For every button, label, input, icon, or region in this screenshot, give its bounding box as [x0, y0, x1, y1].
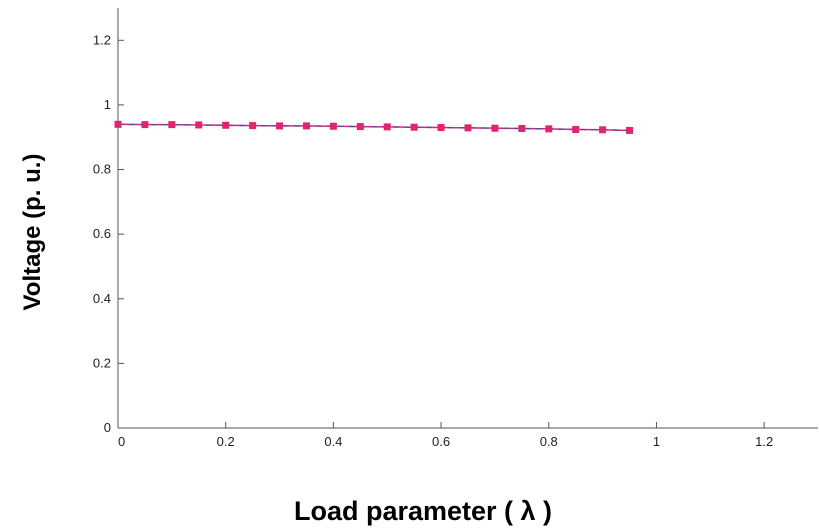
x-tick-label: 1.2: [755, 434, 773, 449]
data-point-marker: [356, 123, 364, 131]
x-tick-label: 0.2: [217, 434, 235, 449]
data-point-marker: [329, 122, 337, 130]
x-tick-label: 1: [653, 434, 660, 449]
data-point-marker: [464, 124, 472, 132]
x-tick-label: 0.8: [540, 434, 558, 449]
data-point-marker: [141, 121, 149, 129]
y-tick-label: 0.4: [93, 291, 111, 306]
data-point-marker: [222, 121, 230, 129]
data-point-marker: [410, 123, 418, 131]
y-tick-label: 0: [104, 420, 111, 435]
y-axis-title: Voltage (p. u.): [19, 154, 46, 311]
data-point-marker: [626, 126, 634, 134]
data-point-marker: [195, 121, 203, 129]
data-point-marker: [545, 125, 553, 133]
y-tick-label: 0.2: [93, 355, 111, 370]
y-tick-label: 0.8: [93, 162, 111, 177]
x-tick-label: 0.6: [432, 434, 450, 449]
x-tick-label: 0.4: [324, 434, 342, 449]
data-point-marker: [249, 122, 257, 130]
series: [114, 120, 634, 134]
data-point-marker: [302, 122, 310, 130]
data-point-marker: [114, 120, 122, 128]
y-tick-label: 1: [104, 97, 111, 112]
data-point-marker: [491, 124, 499, 132]
data-point-marker: [276, 122, 284, 130]
y-tick-label: 1.2: [93, 32, 111, 47]
y-tick-label: 0.6: [93, 226, 111, 241]
data-point-marker: [599, 126, 607, 134]
data-point-marker: [168, 121, 176, 129]
data-point-marker: [572, 125, 580, 133]
data-point-marker: [437, 124, 445, 132]
ticks: 0 0.2 0.4 0.6 0.8 1 1.2 0 0.2 0.4 0.6 0.8 1 1.2: [93, 32, 773, 449]
data-point-marker: [383, 123, 391, 131]
data-point-marker: [518, 125, 526, 133]
x-axis-title: Load parameter ( λ ): [294, 496, 552, 526]
axes: [117, 8, 818, 429]
x-tick-label: 0: [118, 434, 125, 449]
series-dashed-line: [117, 123, 630, 132]
